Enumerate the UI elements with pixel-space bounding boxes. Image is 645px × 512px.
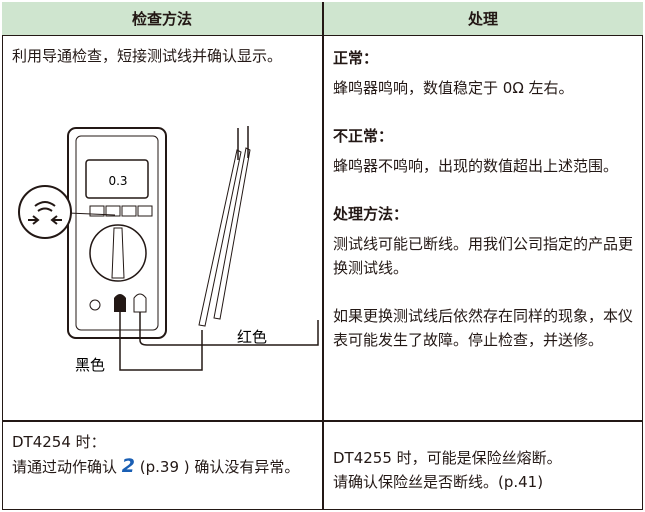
section-title: 不正常： [333,127,394,145]
note-text: (p.39 ) 确认没有异常。 [135,458,300,476]
header-cell: 处理 [323,2,643,36]
buzzer-waves [34,201,56,212]
section-text: 蜂鸣器鸣响，数值稳定于 0Ω 左右。 [333,79,574,97]
dial-knob [111,227,125,279]
meter-display [85,159,149,199]
section: 如果更换测试线后依然存在同样的现象，本仪表可能发生了故障。停止检查，并送修。 [333,304,633,352]
section-title: 处理方法： [333,205,409,223]
buzzer-arrows [28,215,62,225]
model: DT4254 时： [12,433,106,451]
section: 不正常： 蜂鸣器不鸣响，出现的数值超出上述范围。 [333,124,633,178]
red-plug [133,293,147,313]
jack [89,299,101,311]
step-number: 2 [121,455,136,477]
red-lead [139,312,319,346]
meter-illustration: 0.3 红色 黑色 [18,126,319,374]
method-text: 利用导通检查，短接测试线并确认显示。 [12,47,283,65]
display-value: 0.3 [108,174,127,188]
button [105,205,121,217]
section: 处理方法： 测试线可能已断线。用我们公司指定的产品更换测试线。 [333,202,633,280]
meter-inner [75,135,159,331]
section-title: 正常： [333,49,379,67]
header-text: 处理 [467,10,498,28]
note: 请通过动作确认 2 (p.39 ) 确认没有异常。 [12,454,312,479]
black-label: 黑色 [75,356,105,374]
red-label: 红色 [237,328,267,346]
black-probe [198,149,242,327]
note-text: 请通过动作确认 [12,458,122,476]
header-text: 检查方法 [131,10,192,28]
buzzer-icon [18,185,72,239]
section-text: 测试线可能已断线。用我们公司指定的产品更换测试线。 [333,235,634,277]
black-lead [119,312,203,371]
button [137,205,153,217]
row-divider [2,420,643,422]
action-line: 请确认保险丝是否断线。(p.41) [333,473,544,491]
column-divider [322,2,324,510]
button [89,205,105,217]
action-line: DT4255 时，可能是保险丝熔断。 [333,449,562,467]
header-cell: 检查方法 [2,2,322,36]
button [121,205,137,217]
section: 正常： 蜂鸣器鸣响，数值稳定于 0Ω 左右。 [333,46,633,100]
action-cell: 正常： 蜂鸣器鸣响，数值稳定于 0Ω 左右。 不正常： 蜂鸣器不鸣响，出现的数值超出上… [333,46,633,376]
section-text: 如果更换测试线后依然存在同样的现象，本仪表可能发生了故障。停止检查，并送修。 [333,307,634,349]
model-action: DT4255 时，可能是保险丝熔断。 请确认保险丝是否断线。(p.41) [333,446,633,494]
model-note: DT4254 时： 请通过动作确认 2 (p.39 ) 确认没有异常。 [12,430,312,479]
black-plug [114,294,126,312]
section-text: 蜂鸣器不鸣响，出现的数值超出上述范围。 [333,157,619,175]
